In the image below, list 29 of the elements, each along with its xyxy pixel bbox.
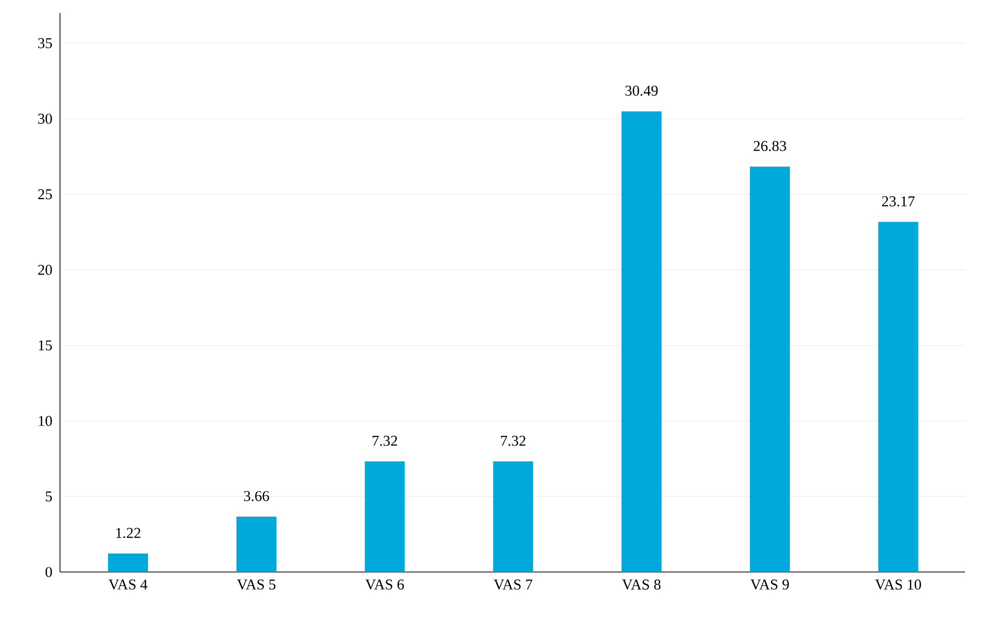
data-label: 1.22 [116,528,140,538]
x-tick-label: VAS 4 [108,580,148,590]
bar [878,222,918,572]
y-tick-label: 5 [46,491,52,502]
bar [622,111,662,572]
data-label: 3.66 [244,491,270,502]
y-tick-label: 25 [38,189,52,200]
y-tick-label: 20 [38,264,52,275]
bar [364,461,405,572]
x-tick-label: VAS 9 [750,580,789,590]
x-tick-label: VAS 7 [494,580,532,590]
data-label: 7.32 [501,436,526,446]
x-tick-label: VAS 5 [236,580,276,590]
y-tick-label: 0 [46,566,52,578]
data-label: 26.83 [754,140,786,152]
data-label: 7.32 [372,436,398,446]
bar [236,516,276,572]
y-tick-label: 30 [38,114,52,124]
x-tick-label: VAS 8 [622,580,661,590]
y-tick-label: 35 [38,38,52,48]
bar [108,554,148,572]
bar [493,461,534,572]
x-tick-label: VAS 10 [875,580,922,590]
data-label: 23.17 [882,196,915,206]
bar [750,166,790,572]
y-tick-label: 15 [38,340,52,350]
x-tick-label: VAS 6 [365,580,404,590]
y-tick-label: 10 [38,416,52,426]
data-label: 30.49 [625,86,658,96]
